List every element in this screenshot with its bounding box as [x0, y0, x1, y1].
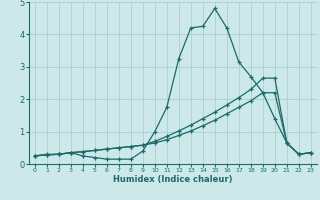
X-axis label: Humidex (Indice chaleur): Humidex (Indice chaleur)	[113, 175, 233, 184]
